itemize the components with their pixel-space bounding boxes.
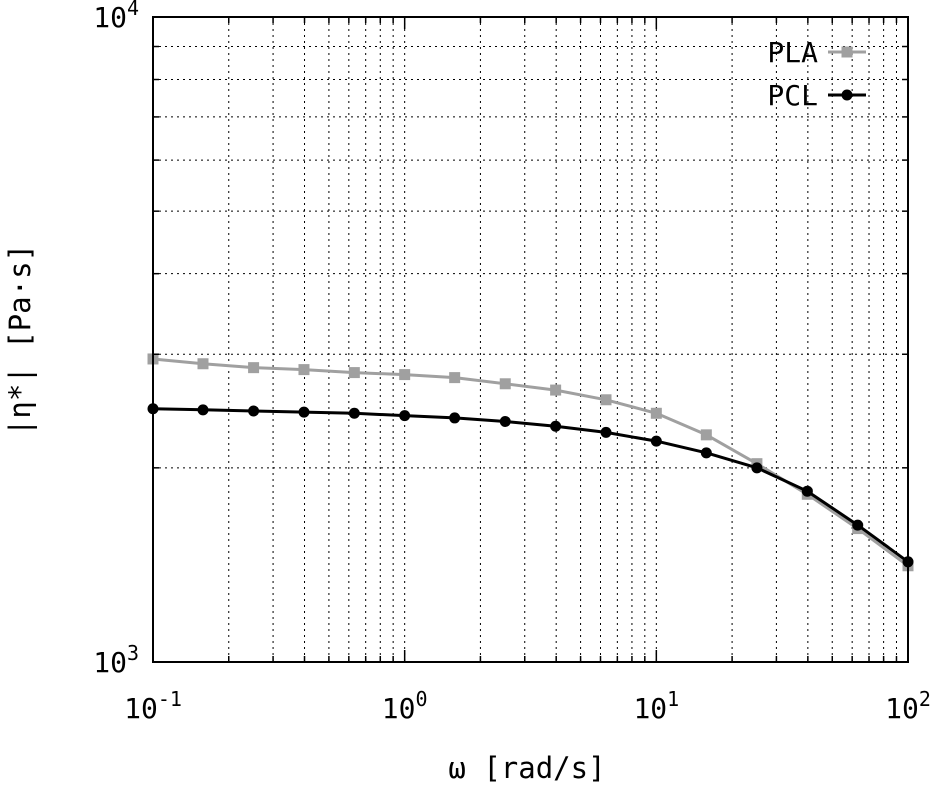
data-point-pla [449, 372, 461, 384]
data-point-pla [348, 367, 360, 379]
data-point-pcl [399, 410, 411, 422]
series-layer [147, 353, 914, 572]
data-point-pla [700, 429, 712, 441]
data-point-pcl [197, 404, 209, 416]
legend: PLA PCL [767, 36, 866, 112]
data-point-pla [399, 369, 411, 381]
data-point-pla [298, 364, 310, 376]
data-point-pcl [550, 420, 562, 432]
x-tick-label-base: 10 [124, 692, 158, 725]
x-tick-label-exponent: 0 [416, 687, 428, 711]
data-point-pla [499, 378, 511, 390]
data-point-pcl [449, 412, 461, 424]
data-point-pcl [852, 519, 864, 531]
x-tick-label-exponent: -1 [158, 687, 182, 711]
data-point-pla [197, 358, 209, 370]
series-line-pla [152, 357, 909, 568]
x-tick-label-exponent: 1 [667, 687, 679, 711]
x-axis-title: ω [rad/s] [448, 751, 605, 785]
y-tick-label: 103 [93, 641, 139, 679]
x-tick-label: 102 [885, 687, 931, 725]
data-point-pcl [700, 447, 712, 459]
data-point-pcl [248, 405, 260, 417]
legend-marker-pcl [841, 89, 853, 101]
plot-frame [152, 16, 909, 663]
grid [153, 17, 908, 662]
y-tick-label: 104 [93, 0, 139, 34]
x-tick-label: 101 [633, 687, 679, 725]
legend-marker-pla [841, 46, 853, 58]
data-point-pcl [298, 406, 310, 418]
data-point-pcl [801, 485, 813, 497]
x-tick-label-base: 10 [382, 692, 416, 725]
y-tick-label-base: 10 [93, 646, 127, 679]
legend-label-pcl: PCL [767, 79, 818, 112]
legend-label-pla: PLA [767, 36, 818, 69]
data-point-pla [600, 394, 612, 406]
series-line-pcl [152, 407, 909, 564]
y-tick-label-base: 10 [93, 1, 127, 34]
y-tick-label-exponent: 3 [127, 641, 139, 665]
data-point-pcl [751, 462, 763, 474]
data-point-pcl [499, 415, 511, 427]
data-point-pcl [650, 435, 662, 447]
x-tick-label: 10-1 [124, 687, 182, 725]
data-point-pla [650, 407, 662, 419]
x-tick-label-base: 10 [885, 692, 919, 725]
data-point-pla [550, 384, 562, 396]
legend-samples [828, 46, 866, 101]
y-axis-title: |η*| [Pa·s] [3, 244, 37, 436]
x-tick-label: 100 [382, 687, 428, 725]
y-tick-label-exponent: 4 [127, 0, 139, 20]
data-point-pcl [600, 426, 612, 438]
data-point-pcl [348, 407, 360, 419]
x-tick-label-exponent: 2 [919, 687, 931, 711]
axis-ticks [152, 16, 909, 663]
x-tick-label-base: 10 [633, 692, 667, 725]
data-point-pla [248, 362, 260, 374]
